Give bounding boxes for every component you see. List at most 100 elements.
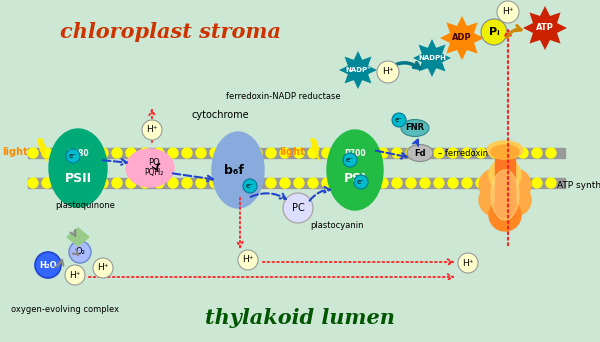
Text: PC: PC: [292, 203, 304, 213]
Circle shape: [252, 148, 262, 158]
Text: e⁻: e⁻: [69, 153, 77, 159]
Circle shape: [168, 178, 178, 188]
Circle shape: [182, 178, 192, 188]
Text: e⁻: e⁻: [346, 157, 354, 163]
Text: FNR: FNR: [406, 123, 425, 132]
Circle shape: [28, 148, 38, 158]
Text: H⁺: H⁺: [382, 67, 394, 77]
Circle shape: [70, 148, 80, 158]
Text: NADPH: NADPH: [418, 55, 446, 61]
Text: thylakoid lumen: thylakoid lumen: [205, 308, 395, 328]
Circle shape: [518, 178, 528, 188]
Circle shape: [140, 178, 150, 188]
Circle shape: [322, 178, 332, 188]
Circle shape: [182, 148, 192, 158]
Text: Pᵢ: Pᵢ: [488, 27, 499, 37]
Circle shape: [112, 148, 122, 158]
Text: H₂O: H₂O: [39, 261, 57, 269]
Circle shape: [490, 178, 500, 188]
Polygon shape: [440, 16, 484, 60]
Text: chloroplast stroma: chloroplast stroma: [59, 22, 281, 42]
Text: – ferredoxin: – ferredoxin: [438, 148, 488, 158]
FancyBboxPatch shape: [59, 145, 97, 160]
Polygon shape: [339, 51, 377, 89]
Circle shape: [392, 113, 406, 127]
Ellipse shape: [327, 130, 383, 210]
Text: PSI: PSI: [344, 171, 367, 184]
Circle shape: [448, 148, 458, 158]
Circle shape: [406, 148, 416, 158]
Circle shape: [283, 193, 313, 223]
Circle shape: [392, 148, 402, 158]
Text: ferredoxin-NADP reductase: ferredoxin-NADP reductase: [226, 92, 340, 101]
Polygon shape: [523, 6, 567, 50]
Circle shape: [70, 178, 80, 188]
Circle shape: [490, 148, 500, 158]
Ellipse shape: [212, 132, 264, 208]
Text: PSII: PSII: [64, 171, 92, 184]
Circle shape: [354, 175, 368, 189]
Text: e⁻: e⁻: [395, 117, 403, 123]
Text: light: light: [280, 147, 305, 157]
Polygon shape: [67, 228, 89, 246]
Circle shape: [196, 148, 206, 158]
Polygon shape: [311, 139, 320, 161]
Bar: [28, 178, 565, 188]
Text: e⁻: e⁻: [357, 179, 365, 185]
Circle shape: [238, 250, 258, 270]
Circle shape: [499, 169, 531, 201]
Circle shape: [308, 148, 318, 158]
Circle shape: [210, 178, 220, 188]
Circle shape: [434, 148, 444, 158]
Circle shape: [56, 178, 66, 188]
Circle shape: [42, 148, 52, 158]
Circle shape: [504, 148, 514, 158]
Circle shape: [35, 252, 61, 278]
Text: PQH₂: PQH₂: [145, 169, 164, 177]
Text: e⁻: e⁻: [246, 183, 254, 189]
Ellipse shape: [407, 145, 433, 161]
Circle shape: [377, 61, 399, 83]
Circle shape: [479, 184, 511, 216]
Text: P700: P700: [344, 148, 366, 158]
Circle shape: [294, 148, 304, 158]
Circle shape: [378, 148, 388, 158]
Ellipse shape: [401, 119, 429, 136]
Circle shape: [196, 178, 206, 188]
Circle shape: [93, 258, 113, 278]
Circle shape: [294, 178, 304, 188]
Text: b₆f: b₆f: [224, 163, 244, 176]
Circle shape: [406, 178, 416, 188]
Circle shape: [98, 148, 108, 158]
Ellipse shape: [487, 141, 523, 159]
Text: H⁺: H⁺: [502, 8, 514, 16]
Circle shape: [350, 178, 360, 188]
Circle shape: [142, 120, 162, 140]
Text: ATP synthase: ATP synthase: [557, 181, 600, 189]
Circle shape: [65, 265, 85, 285]
Bar: [495, 148, 515, 216]
Circle shape: [322, 148, 332, 158]
Circle shape: [243, 179, 257, 193]
Circle shape: [497, 1, 519, 23]
Circle shape: [499, 184, 531, 216]
Circle shape: [168, 148, 178, 158]
Text: light: light: [2, 147, 28, 157]
Circle shape: [364, 148, 374, 158]
Text: O₂: O₂: [75, 248, 85, 256]
Text: Fd: Fd: [414, 148, 426, 158]
Circle shape: [126, 178, 136, 188]
Circle shape: [84, 178, 94, 188]
Circle shape: [210, 148, 220, 158]
Text: PQ: PQ: [148, 158, 160, 167]
Text: H⁺: H⁺: [97, 263, 109, 273]
Circle shape: [98, 178, 108, 188]
Circle shape: [224, 178, 234, 188]
Circle shape: [154, 148, 164, 158]
Text: plastocyanin: plastocyanin: [310, 221, 364, 230]
Ellipse shape: [49, 129, 107, 207]
Circle shape: [462, 178, 472, 188]
Circle shape: [308, 178, 318, 188]
Circle shape: [84, 148, 94, 158]
Circle shape: [476, 148, 486, 158]
